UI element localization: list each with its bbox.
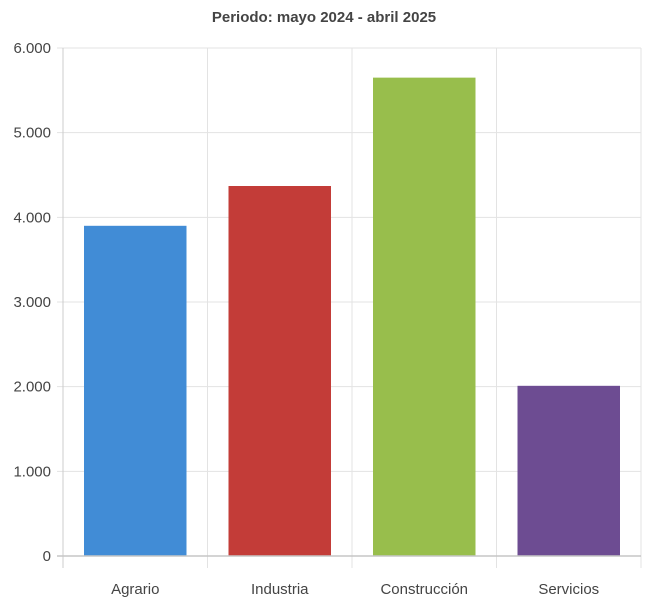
x-category-label: Industria — [251, 581, 309, 598]
y-tick-label: 3.000 — [13, 294, 51, 311]
bar-servicios — [517, 385, 620, 556]
bar-industria — [228, 186, 331, 557]
x-category-label: Servicios — [538, 581, 599, 598]
x-axis-category-labels: Agrario Industria Construcción Servicios — [111, 581, 599, 598]
axes — [57, 48, 641, 568]
y-tick-label: 1.000 — [13, 463, 51, 480]
chart-title: Periodo: mayo 2024 - abril 2025 — [212, 9, 436, 26]
x-category-label: Agrario — [111, 581, 159, 598]
y-tick-label: 4.000 — [13, 209, 51, 226]
y-tick-label: 0 — [43, 548, 51, 565]
y-axis-tick-labels: 0 1.000 2.000 3.000 4.000 5.000 6.000 — [13, 40, 51, 565]
bar-construccion — [373, 77, 476, 556]
bar-agrario — [84, 225, 187, 557]
x-category-label: Construcción — [380, 581, 468, 598]
y-tick-label: 6.000 — [13, 40, 51, 57]
y-tick-label: 2.000 — [13, 379, 51, 396]
bars — [84, 77, 620, 557]
y-tick-label: 5.000 — [13, 125, 51, 142]
